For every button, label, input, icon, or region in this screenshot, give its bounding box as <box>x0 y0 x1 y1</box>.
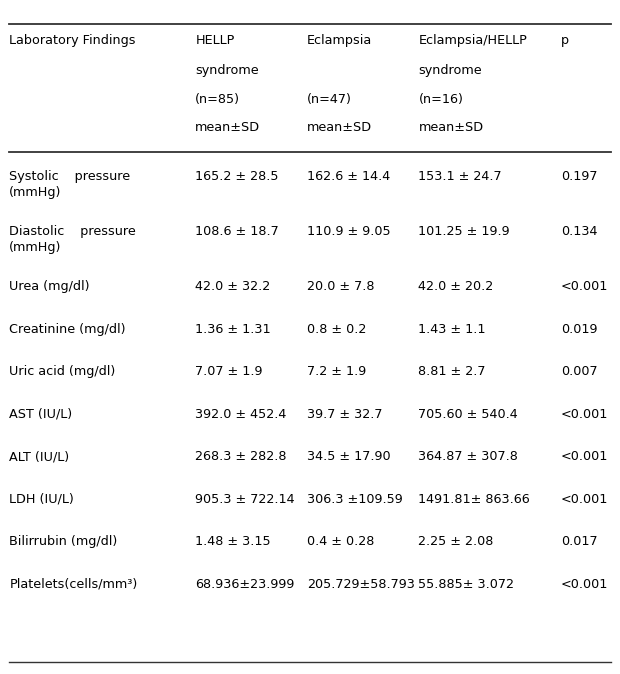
Text: mean±SD: mean±SD <box>307 121 372 134</box>
Text: 0.197: 0.197 <box>561 170 598 183</box>
Text: 268.3 ± 282.8: 268.3 ± 282.8 <box>195 450 287 463</box>
Text: Bilirrubin (mg/dl): Bilirrubin (mg/dl) <box>9 535 118 548</box>
Text: 0.4 ± 0.28: 0.4 ± 0.28 <box>307 535 374 548</box>
Text: 55.885± 3.072: 55.885± 3.072 <box>418 578 515 590</box>
Text: 42.0 ± 20.2: 42.0 ± 20.2 <box>418 280 494 293</box>
Text: 108.6 ± 18.7: 108.6 ± 18.7 <box>195 225 279 238</box>
Text: 364.87 ± 307.8: 364.87 ± 307.8 <box>418 450 518 463</box>
Text: <0.001: <0.001 <box>561 280 608 293</box>
Text: 205.729±58.793: 205.729±58.793 <box>307 578 415 590</box>
Text: Eclampsia/HELLP: Eclampsia/HELLP <box>418 34 528 47</box>
Text: Uric acid (mg/dl): Uric acid (mg/dl) <box>9 365 115 378</box>
Text: syndrome: syndrome <box>418 64 482 77</box>
Text: 110.9 ± 9.05: 110.9 ± 9.05 <box>307 225 391 238</box>
Text: 1.43 ± 1.1: 1.43 ± 1.1 <box>418 323 486 336</box>
Text: Laboratory Findings: Laboratory Findings <box>9 34 136 47</box>
Text: AST (IU/L): AST (IU/L) <box>9 408 73 421</box>
Text: <0.001: <0.001 <box>561 450 608 463</box>
Text: Systolic    pressure
(mmHg): Systolic pressure (mmHg) <box>9 170 130 199</box>
Text: 0.8 ± 0.2: 0.8 ± 0.2 <box>307 323 366 336</box>
Text: 0.134: 0.134 <box>561 225 598 238</box>
Text: 39.7 ± 32.7: 39.7 ± 32.7 <box>307 408 383 421</box>
Text: 34.5 ± 17.90: 34.5 ± 17.90 <box>307 450 391 463</box>
Text: (n=85): (n=85) <box>195 93 241 106</box>
Text: 1.48 ± 3.15: 1.48 ± 3.15 <box>195 535 271 548</box>
Text: 42.0 ± 32.2: 42.0 ± 32.2 <box>195 280 270 293</box>
Text: 165.2 ± 28.5: 165.2 ± 28.5 <box>195 170 279 183</box>
Text: Urea (mg/dl): Urea (mg/dl) <box>9 280 90 293</box>
Text: 0.017: 0.017 <box>561 535 598 548</box>
Text: 1491.81± 863.66: 1491.81± 863.66 <box>418 493 530 506</box>
Text: 68.936±23.999: 68.936±23.999 <box>195 578 294 590</box>
Text: Eclampsia: Eclampsia <box>307 34 372 47</box>
Text: Platelets(cells/mm³): Platelets(cells/mm³) <box>9 578 138 590</box>
Text: Diastolic    pressure
(mmHg): Diastolic pressure (mmHg) <box>9 225 136 254</box>
Text: mean±SD: mean±SD <box>418 121 484 134</box>
Text: 2.25 ± 2.08: 2.25 ± 2.08 <box>418 535 494 548</box>
Text: Creatinine (mg/dl): Creatinine (mg/dl) <box>9 323 126 336</box>
Text: 20.0 ± 7.8: 20.0 ± 7.8 <box>307 280 374 293</box>
Text: LDH (IU/L): LDH (IU/L) <box>9 493 74 506</box>
Text: 162.6 ± 14.4: 162.6 ± 14.4 <box>307 170 390 183</box>
Text: 905.3 ± 722.14: 905.3 ± 722.14 <box>195 493 295 506</box>
Text: 1.36 ± 1.31: 1.36 ± 1.31 <box>195 323 271 336</box>
Text: 0.007: 0.007 <box>561 365 598 378</box>
Text: 705.60 ± 540.4: 705.60 ± 540.4 <box>418 408 518 421</box>
Text: 8.81 ± 2.7: 8.81 ± 2.7 <box>418 365 486 378</box>
Text: 153.1 ± 24.7: 153.1 ± 24.7 <box>418 170 502 183</box>
Text: 306.3 ±109.59: 306.3 ±109.59 <box>307 493 402 506</box>
Text: 0.019: 0.019 <box>561 323 598 336</box>
Text: 7.07 ± 1.9: 7.07 ± 1.9 <box>195 365 263 378</box>
Text: <0.001: <0.001 <box>561 493 608 506</box>
Text: 392.0 ± 452.4: 392.0 ± 452.4 <box>195 408 286 421</box>
Text: <0.001: <0.001 <box>561 408 608 421</box>
Text: ALT (IU/L): ALT (IU/L) <box>9 450 69 463</box>
Text: (n=47): (n=47) <box>307 93 352 106</box>
Text: p: p <box>561 34 569 47</box>
Text: 101.25 ± 19.9: 101.25 ± 19.9 <box>418 225 510 238</box>
Text: mean±SD: mean±SD <box>195 121 260 134</box>
Text: <0.001: <0.001 <box>561 578 608 590</box>
Text: HELLP: HELLP <box>195 34 235 47</box>
Text: 7.2 ± 1.9: 7.2 ± 1.9 <box>307 365 366 378</box>
Text: syndrome: syndrome <box>195 64 259 77</box>
Text: (n=16): (n=16) <box>418 93 463 106</box>
